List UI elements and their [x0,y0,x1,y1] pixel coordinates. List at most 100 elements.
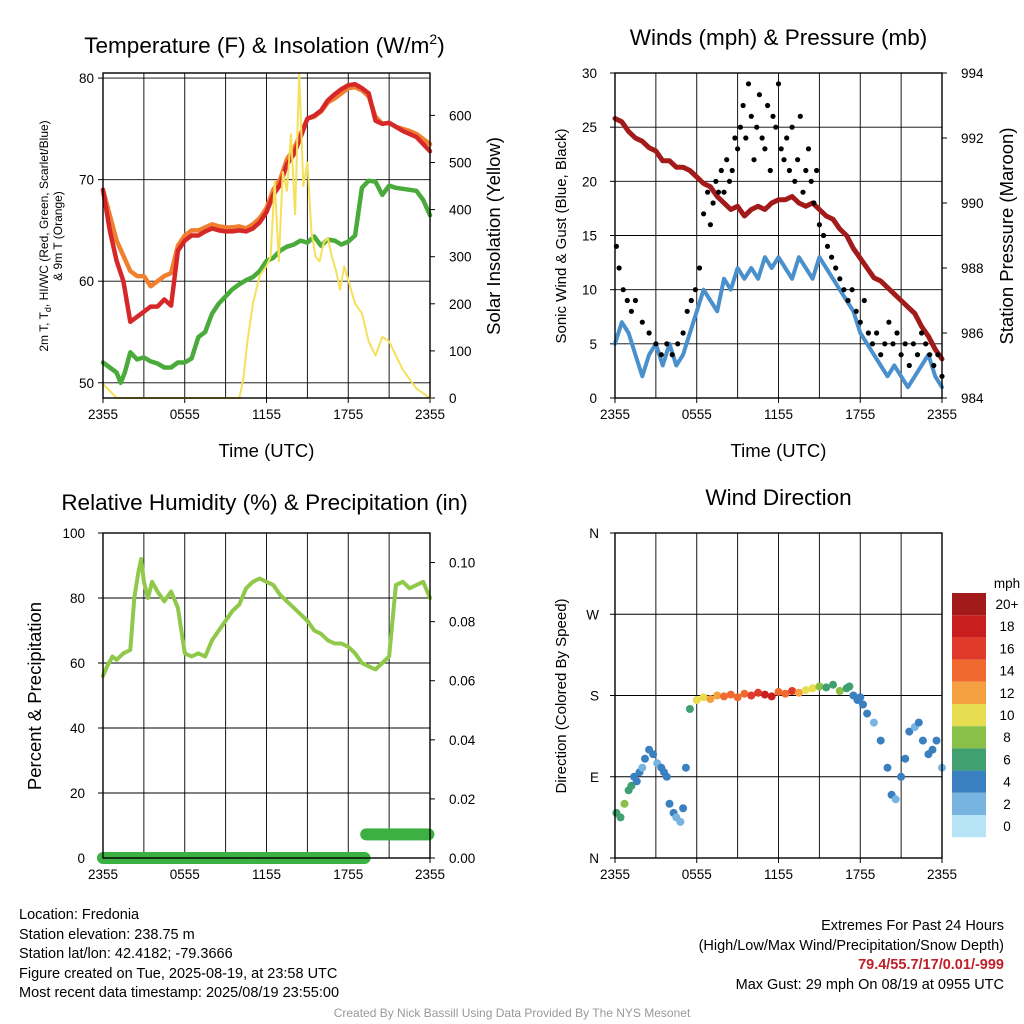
direction-point [641,754,649,763]
gust-point [624,297,630,304]
direction-point [638,763,647,772]
gust-point [910,341,917,347]
gust-point [762,146,768,152]
colorbar-label: 12 [999,686,1014,701]
recent-data-text: Most recent data timestamp: 2025/08/19 2… [19,985,340,1002]
direction-point [665,799,674,808]
colorbar-swatch [952,593,986,616]
x-tick-label: 0555 [170,407,200,422]
x-tick-label: 2355 [415,407,445,422]
colorbar-swatch [952,681,986,704]
x-tick-label: 2355 [600,867,630,882]
direction-point [928,745,937,754]
gust-point [748,113,754,119]
x-tick-label: 0555 [682,407,712,422]
direction-point [869,718,878,727]
x-tick-label: 0555 [682,867,712,882]
y2-tick-label: 994 [961,66,984,81]
direction-point [801,686,810,695]
direction-point [897,772,906,781]
direction-point [620,799,629,808]
direction-point [706,695,715,704]
y-tick-label: N [589,526,599,541]
chart-title: Temperature (F) & Insolation (W/m2) [84,31,444,58]
temp-chart: 2355 0555 1155 1755 2355 50 60 70 80 0 100 200 300 40… [37,31,504,461]
direction-point [720,692,728,701]
gust-point [726,178,733,184]
gust-point [931,362,937,369]
gust-point [724,157,730,163]
direction-point [754,688,763,697]
gust-point [800,189,806,195]
gust-point [737,124,744,130]
gust-point [861,297,867,304]
direction-point [835,687,844,695]
colorbar-label: 8 [1003,730,1011,745]
gust-point [715,189,722,195]
y2-tick-label: 200 [449,297,472,312]
direction-point [740,689,749,698]
gust-point [814,167,820,174]
gust-point [740,102,746,109]
plot-frame [102,532,431,859]
x-tick-label: 1755 [333,867,363,882]
y2-tick-label: 0.10 [449,556,475,571]
colorbar-swatch [952,770,986,793]
gust-point [675,341,681,347]
y-tick-label: 0 [589,391,597,406]
direction-point [662,772,671,781]
y2-tick-label: 100 [449,344,472,359]
gust-point [729,167,735,174]
gust-point [658,352,664,358]
colorbar-swatch [952,726,986,749]
direction-point [699,693,708,702]
temp-series-line [100,178,433,386]
gust-point [639,319,645,325]
y2-tick-label: 300 [449,250,472,265]
gust-point [778,146,784,152]
y2-tick-label: 600 [449,108,472,123]
gust-point [707,222,714,228]
gust-point [878,352,884,358]
direction-point [726,690,735,699]
gust-point [837,276,843,282]
y-tick-label: 10 [582,283,597,298]
plot-frame [614,532,943,859]
gust-point [927,352,933,358]
x-tick-label: 1155 [764,867,793,882]
x-tick-label: 2355 [415,867,445,882]
y-tick-label: 100 [62,526,85,541]
gust-point [935,352,941,358]
direction-point [845,682,854,691]
gust-point [710,200,716,206]
chart-title: Winds (mph) & Pressure (mb) [630,25,928,50]
gust-point [795,157,801,163]
gust-point [784,135,790,141]
gust-point [680,330,686,336]
gust-point [849,287,855,293]
gust-point [653,341,659,347]
gust-point [923,341,929,347]
colorbar-label: 16 [999,641,1014,656]
extremes-values: 79.4/55.7/17/0.01/-999 [858,957,1004,974]
gust-point [894,330,900,336]
y2-tick-label: 0.00 [449,851,475,866]
gust-point [797,113,803,119]
y-tick-label: 25 [582,120,597,135]
y2-tick-label: 0 [449,391,457,406]
precip-point [422,828,435,841]
direction-point [794,688,803,697]
y2-tick-label: 990 [961,196,984,211]
gust-point [732,135,738,141]
gust-point [781,157,787,163]
y2-tick-label: 500 [449,155,472,170]
y-tick-label: 20 [70,786,85,801]
y2-tick-label: 0.08 [449,615,475,630]
direction-point [918,736,927,745]
colorbar-swatch [952,792,986,815]
temp-series-line [102,72,431,399]
direction-point [627,781,636,790]
gust-point [805,146,812,152]
gust-point [869,341,876,347]
